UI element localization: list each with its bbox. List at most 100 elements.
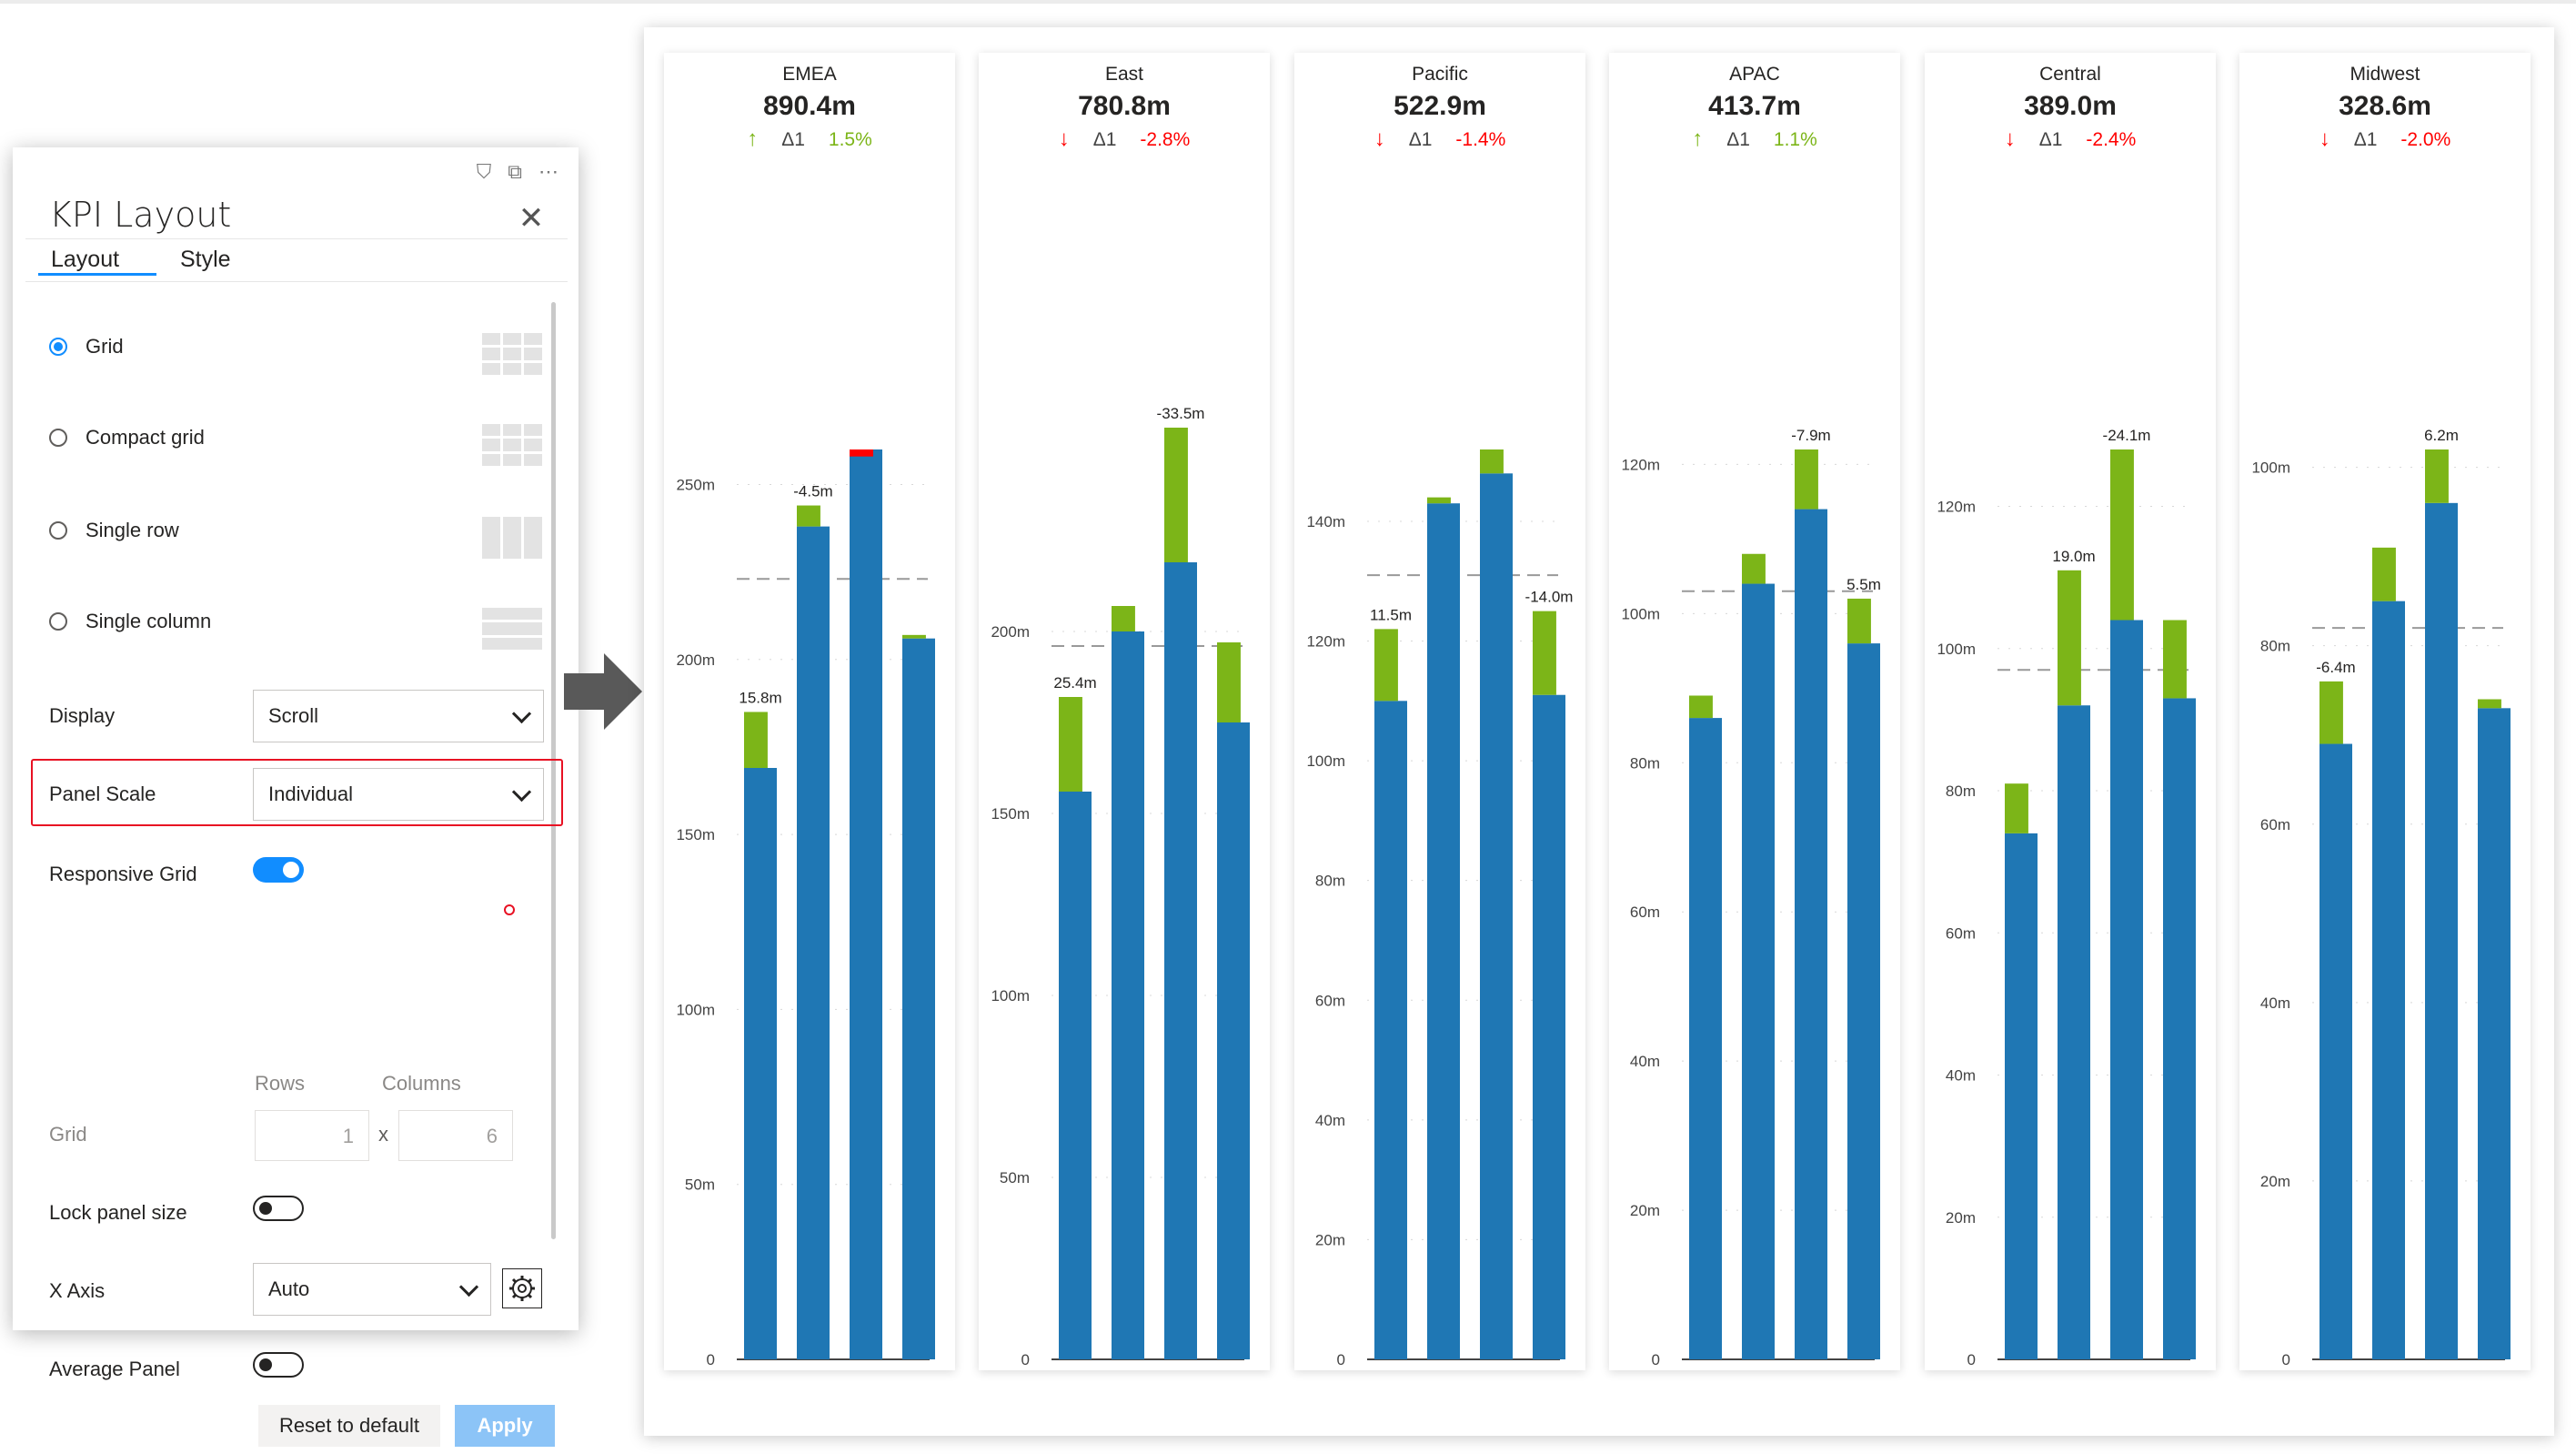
radio-selected-icon[interactable]	[49, 338, 67, 356]
chevron-down-icon	[458, 1277, 479, 1297]
bar[interactable]	[2372, 601, 2405, 1359]
bar[interactable]	[1689, 718, 1722, 1359]
variance-increase-bar[interactable]	[2372, 547, 2396, 601]
y-tick-label: 80m	[2260, 638, 2290, 655]
variance-increase-bar[interactable]	[744, 712, 768, 768]
panel-scrollbar[interactable]	[551, 302, 556, 1239]
variance-increase-bar[interactable]	[1112, 606, 1135, 631]
bar[interactable]	[1533, 694, 1565, 1359]
y-tick-label: 40m	[1946, 1067, 1976, 1085]
variance-increase-bar[interactable]	[2478, 699, 2501, 709]
radio-icon[interactable]	[49, 429, 67, 447]
variance-increase-bar[interactable]	[1847, 598, 1871, 644]
variance-increase-bar[interactable]	[2425, 449, 2449, 503]
kpi-card[interactable]: East780.8m↓Δ1-2.8%050m100m150m200m25.4mQ…	[979, 53, 1270, 1370]
responsive-grid-toggle[interactable]	[253, 857, 304, 883]
y-tick-label: 250m	[676, 476, 715, 493]
bar[interactable]	[2319, 743, 2352, 1359]
grid-rows-input[interactable]: 1	[255, 1110, 369, 1161]
variance-increase-bar[interactable]	[1795, 449, 1818, 510]
radio-icon[interactable]	[49, 521, 67, 540]
kpi-card[interactable]: Midwest 328.6m ↓ Δ1 -2.0% 0 20m 40m 60m 80m 100m -6…	[2239, 53, 2531, 1370]
bar[interactable]	[1217, 722, 1250, 1359]
kpi-card[interactable]: Pacific 522.9m ↓ Δ1 -1.4% 0 20m 40m 60m 80m 100m 12…	[1294, 53, 1585, 1370]
radio-icon[interactable]	[49, 612, 67, 631]
tab-style[interactable]: Style	[180, 247, 231, 272]
layout-option-single-row[interactable]: Single row	[49, 519, 179, 542]
display-value: Scroll	[268, 704, 319, 727]
average-panel-toggle[interactable]	[253, 1352, 304, 1378]
reset-to-default-button[interactable]: Reset to default	[258, 1405, 440, 1447]
variance-decrease-bar[interactable]	[850, 449, 873, 457]
bar[interactable]	[2058, 705, 2090, 1359]
bar[interactable]	[2110, 620, 2143, 1360]
variance-label: -7.9m	[1791, 427, 1830, 444]
display-select[interactable]: Scroll	[253, 690, 544, 742]
bar[interactable]	[797, 526, 830, 1359]
variance-label: 5.5m	[1846, 576, 1881, 593]
variance-increase-bar[interactable]	[1689, 695, 1713, 719]
bar[interactable]	[2425, 502, 2458, 1359]
kpi-card[interactable]: Central 389.0m ↓ Δ1 -2.4% 0 20m 40m 60m 80m 100m 12…	[1925, 53, 2216, 1370]
layout-option-grid[interactable]: Grid	[49, 335, 124, 358]
variance-increase-bar[interactable]	[902, 634, 926, 639]
variance-increase-bar[interactable]	[1533, 611, 1556, 695]
variance-increase-bar[interactable]	[797, 505, 820, 527]
y-tick-label: 60m	[1315, 992, 1345, 1009]
bar[interactable]	[2163, 698, 2196, 1359]
kpi-title: APAC	[1729, 64, 1780, 85]
bar[interactable]	[1374, 701, 1407, 1359]
variance-increase-bar[interactable]	[2163, 620, 2187, 699]
bar[interactable]	[2005, 833, 2038, 1359]
variance-increase-bar[interactable]	[1480, 449, 1504, 474]
variance-increase-bar[interactable]	[1742, 553, 1766, 584]
y-tick-label: 100m	[1306, 752, 1345, 770]
variance-increase-bar[interactable]	[1217, 642, 1241, 722]
tab-layout[interactable]: Layout	[38, 247, 156, 276]
y-tick-label: 20m	[1630, 1202, 1660, 1219]
bar[interactable]	[850, 449, 882, 1359]
variance-increase-bar[interactable]	[2319, 681, 2343, 744]
grid-columns-input[interactable]: 6	[398, 1110, 513, 1161]
x-axis-settings-button[interactable]	[502, 1268, 542, 1308]
variance-increase-bar[interactable]	[1427, 497, 1451, 504]
kpi-card[interactable]: EMEA 890.4m ↑ Δ1 1.5% 0 50m 100m 150m 200m 250m 15.…	[664, 53, 955, 1370]
kpi-value: 413.7m	[1708, 91, 1801, 121]
variance-increase-bar[interactable]	[2110, 449, 2134, 621]
lock-panel-size-toggle[interactable]	[253, 1196, 304, 1221]
kpi-delta: ↑ Δ1 1.1%	[1609, 128, 1900, 151]
bar[interactable]	[1480, 473, 1513, 1359]
focus-mode-icon[interactable]: ⧉	[508, 160, 522, 183]
y-tick-label: 40m	[2260, 995, 2290, 1012]
variance-label: -6.4m	[2316, 659, 2355, 676]
layout-option-single-column[interactable]: Single column	[49, 610, 211, 633]
bar[interactable]	[2478, 708, 2511, 1359]
bar[interactable]	[1795, 509, 1827, 1359]
kpi-card[interactable]: APAC413.7m↑Δ11.1%020m40m60m80m100m120mQt…	[1609, 53, 1900, 1370]
bar[interactable]	[744, 768, 777, 1359]
bar[interactable]	[1847, 643, 1880, 1359]
y-tick-label: 60m	[1946, 924, 1976, 942]
arrow-down-icon: ↓	[1374, 126, 1385, 151]
bar[interactable]	[1427, 503, 1460, 1359]
x-axis-select[interactable]: Auto	[253, 1263, 491, 1316]
bar[interactable]	[902, 638, 935, 1359]
variance-increase-bar[interactable]	[2058, 570, 2081, 706]
variance-increase-bar[interactable]	[1059, 697, 1082, 792]
apply-button[interactable]: Apply	[455, 1405, 555, 1447]
filter-icon[interactable]: ⛉	[476, 160, 492, 183]
variance-increase-bar[interactable]	[2005, 783, 2028, 833]
close-icon[interactable]: ✕	[518, 201, 545, 236]
bar[interactable]	[1742, 583, 1775, 1359]
variance-increase-bar[interactable]	[1374, 629, 1398, 702]
layout-option-compact-grid[interactable]: Compact grid	[49, 426, 205, 449]
variance-increase-bar[interactable]	[1164, 428, 1188, 562]
bar[interactable]	[1164, 562, 1197, 1359]
more-options-icon[interactable]: ⋯	[538, 160, 558, 183]
bar[interactable]	[1112, 631, 1144, 1359]
panel-scale-value: Individual	[268, 783, 353, 805]
y-tick-label: 120m	[1937, 499, 1976, 516]
panel-scale-select[interactable]: Individual	[253, 768, 544, 821]
variance-label: 6.2m	[2424, 427, 2459, 444]
bar[interactable]	[1059, 792, 1092, 1359]
